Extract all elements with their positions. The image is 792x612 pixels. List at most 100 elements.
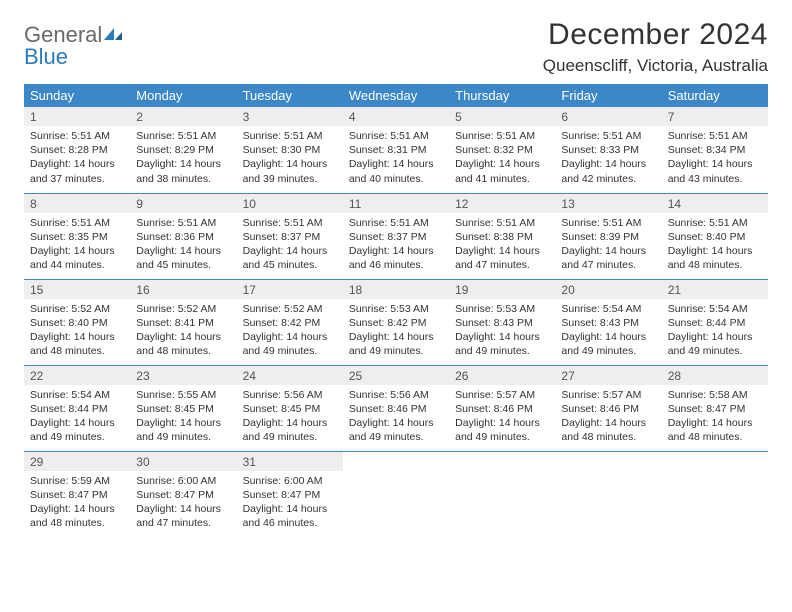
day-content: Sunrise: 5:51 AMSunset: 8:31 PMDaylight:… [343,126,449,190]
sunrise-text: Sunrise: 5:51 AM [243,216,337,230]
calendar-day: 25Sunrise: 5:56 AMSunset: 8:46 PMDayligh… [343,365,449,451]
sunrise-text: Sunrise: 5:53 AM [455,302,549,316]
calendar-day: 7Sunrise: 5:51 AMSunset: 8:34 PMDaylight… [662,107,768,193]
day-content: Sunrise: 5:56 AMSunset: 8:45 PMDaylight:… [237,385,343,449]
calendar-day: 8Sunrise: 5:51 AMSunset: 8:35 PMDaylight… [24,193,130,279]
day-content: Sunrise: 5:51 AMSunset: 8:40 PMDaylight:… [662,213,768,277]
day-content: Sunrise: 5:51 AMSunset: 8:33 PMDaylight:… [555,126,661,190]
calendar-day: 1Sunrise: 5:51 AMSunset: 8:28 PMDaylight… [24,107,130,193]
daylight-text: Daylight: 14 hours and 49 minutes. [349,330,443,358]
day-content: Sunrise: 5:53 AMSunset: 8:43 PMDaylight:… [449,299,555,363]
sunset-text: Sunset: 8:46 PM [349,402,443,416]
daylight-text: Daylight: 14 hours and 48 minutes. [668,416,762,444]
day-number: 1 [24,107,130,126]
sunrise-text: Sunrise: 5:56 AM [349,388,443,402]
sunset-text: Sunset: 8:40 PM [668,230,762,244]
day-content: Sunrise: 5:57 AMSunset: 8:46 PMDaylight:… [449,385,555,449]
daylight-text: Daylight: 14 hours and 49 minutes. [455,416,549,444]
sunset-text: Sunset: 8:39 PM [561,230,655,244]
sunset-text: Sunset: 8:44 PM [30,402,124,416]
day-content: Sunrise: 5:55 AMSunset: 8:45 PMDaylight:… [130,385,236,449]
day-number: 27 [555,366,661,385]
calendar-day: 28Sunrise: 5:58 AMSunset: 8:47 PMDayligh… [662,365,768,451]
calendar-day: 16Sunrise: 5:52 AMSunset: 8:41 PMDayligh… [130,279,236,365]
calendar-day: 4Sunrise: 5:51 AMSunset: 8:31 PMDaylight… [343,107,449,193]
sunrise-text: Sunrise: 5:51 AM [243,129,337,143]
daylight-text: Daylight: 14 hours and 48 minutes. [30,330,124,358]
sunrise-text: Sunrise: 5:58 AM [668,388,762,402]
day-number: 31 [237,452,343,471]
calendar-day: 2Sunrise: 5:51 AMSunset: 8:29 PMDaylight… [130,107,236,193]
day-content: Sunrise: 5:51 AMSunset: 8:35 PMDaylight:… [24,213,130,277]
day-number: 20 [555,280,661,299]
day-content: Sunrise: 6:00 AMSunset: 8:47 PMDaylight:… [237,471,343,535]
day-content: Sunrise: 5:53 AMSunset: 8:42 PMDaylight:… [343,299,449,363]
daylight-text: Daylight: 14 hours and 45 minutes. [136,244,230,272]
day-content: Sunrise: 6:00 AMSunset: 8:47 PMDaylight:… [130,471,236,535]
calendar-day-empty [662,451,768,537]
daylight-text: Daylight: 14 hours and 43 minutes. [668,157,762,185]
daylight-text: Daylight: 14 hours and 45 minutes. [243,244,337,272]
calendar-day: 19Sunrise: 5:53 AMSunset: 8:43 PMDayligh… [449,279,555,365]
day-number: 26 [449,366,555,385]
sunrise-text: Sunrise: 6:00 AM [136,474,230,488]
day-header: Tuesday [237,84,343,107]
calendar-day-empty [343,451,449,537]
sunrise-text: Sunrise: 5:51 AM [30,129,124,143]
day-number: 22 [24,366,130,385]
daylight-text: Daylight: 14 hours and 41 minutes. [455,157,549,185]
calendar-day: 15Sunrise: 5:52 AMSunset: 8:40 PMDayligh… [24,279,130,365]
day-number: 3 [237,107,343,126]
day-number: 14 [662,194,768,213]
calendar-week: 29Sunrise: 5:59 AMSunset: 8:47 PMDayligh… [24,451,768,537]
sunset-text: Sunset: 8:37 PM [349,230,443,244]
location-text: Queenscliff, Victoria, Australia [543,56,768,76]
day-content: Sunrise: 5:51 AMSunset: 8:32 PMDaylight:… [449,126,555,190]
sunrise-text: Sunrise: 5:51 AM [136,216,230,230]
daylight-text: Daylight: 14 hours and 48 minutes. [561,416,655,444]
sunset-text: Sunset: 8:43 PM [455,316,549,330]
calendar-day: 9Sunrise: 5:51 AMSunset: 8:36 PMDaylight… [130,193,236,279]
day-number: 5 [449,107,555,126]
daylight-text: Daylight: 14 hours and 49 minutes. [349,416,443,444]
daylight-text: Daylight: 14 hours and 48 minutes. [30,502,124,530]
sunset-text: Sunset: 8:45 PM [243,402,337,416]
calendar-day: 14Sunrise: 5:51 AMSunset: 8:40 PMDayligh… [662,193,768,279]
sunset-text: Sunset: 8:47 PM [668,402,762,416]
day-header: Sunday [24,84,130,107]
daylight-text: Daylight: 14 hours and 49 minutes. [243,416,337,444]
calendar-day-empty [555,451,661,537]
month-title: December 2024 [543,18,768,52]
sunset-text: Sunset: 8:31 PM [349,143,443,157]
daylight-text: Daylight: 14 hours and 47 minutes. [136,502,230,530]
sunrise-text: Sunrise: 5:51 AM [349,129,443,143]
day-number: 18 [343,280,449,299]
day-content: Sunrise: 5:51 AMSunset: 8:36 PMDaylight:… [130,213,236,277]
sunrise-text: Sunrise: 5:51 AM [349,216,443,230]
calendar-day: 17Sunrise: 5:52 AMSunset: 8:42 PMDayligh… [237,279,343,365]
day-header: Wednesday [343,84,449,107]
brand-logo: General Blue [24,18,124,68]
sunrise-text: Sunrise: 5:53 AM [349,302,443,316]
day-number: 19 [449,280,555,299]
sunset-text: Sunset: 8:34 PM [668,143,762,157]
sunset-text: Sunset: 8:42 PM [349,316,443,330]
daylight-text: Daylight: 14 hours and 40 minutes. [349,157,443,185]
calendar-body: 1Sunrise: 5:51 AMSunset: 8:28 PMDaylight… [24,107,768,537]
sunset-text: Sunset: 8:47 PM [30,488,124,502]
sunset-text: Sunset: 8:37 PM [243,230,337,244]
daylight-text: Daylight: 14 hours and 49 minutes. [455,330,549,358]
calendar-week: 8Sunrise: 5:51 AMSunset: 8:35 PMDaylight… [24,193,768,279]
calendar-head: SundayMondayTuesdayWednesdayThursdayFrid… [24,84,768,107]
sail-icon [102,24,124,46]
sunrise-text: Sunrise: 5:51 AM [455,129,549,143]
day-number: 2 [130,107,236,126]
day-content: Sunrise: 5:52 AMSunset: 8:40 PMDaylight:… [24,299,130,363]
brand-word2: Blue [24,44,68,69]
sunrise-text: Sunrise: 5:51 AM [136,129,230,143]
day-content: Sunrise: 5:52 AMSunset: 8:42 PMDaylight:… [237,299,343,363]
day-number: 17 [237,280,343,299]
daylight-text: Daylight: 14 hours and 49 minutes. [561,330,655,358]
calendar-day: 22Sunrise: 5:54 AMSunset: 8:44 PMDayligh… [24,365,130,451]
day-number: 23 [130,366,236,385]
